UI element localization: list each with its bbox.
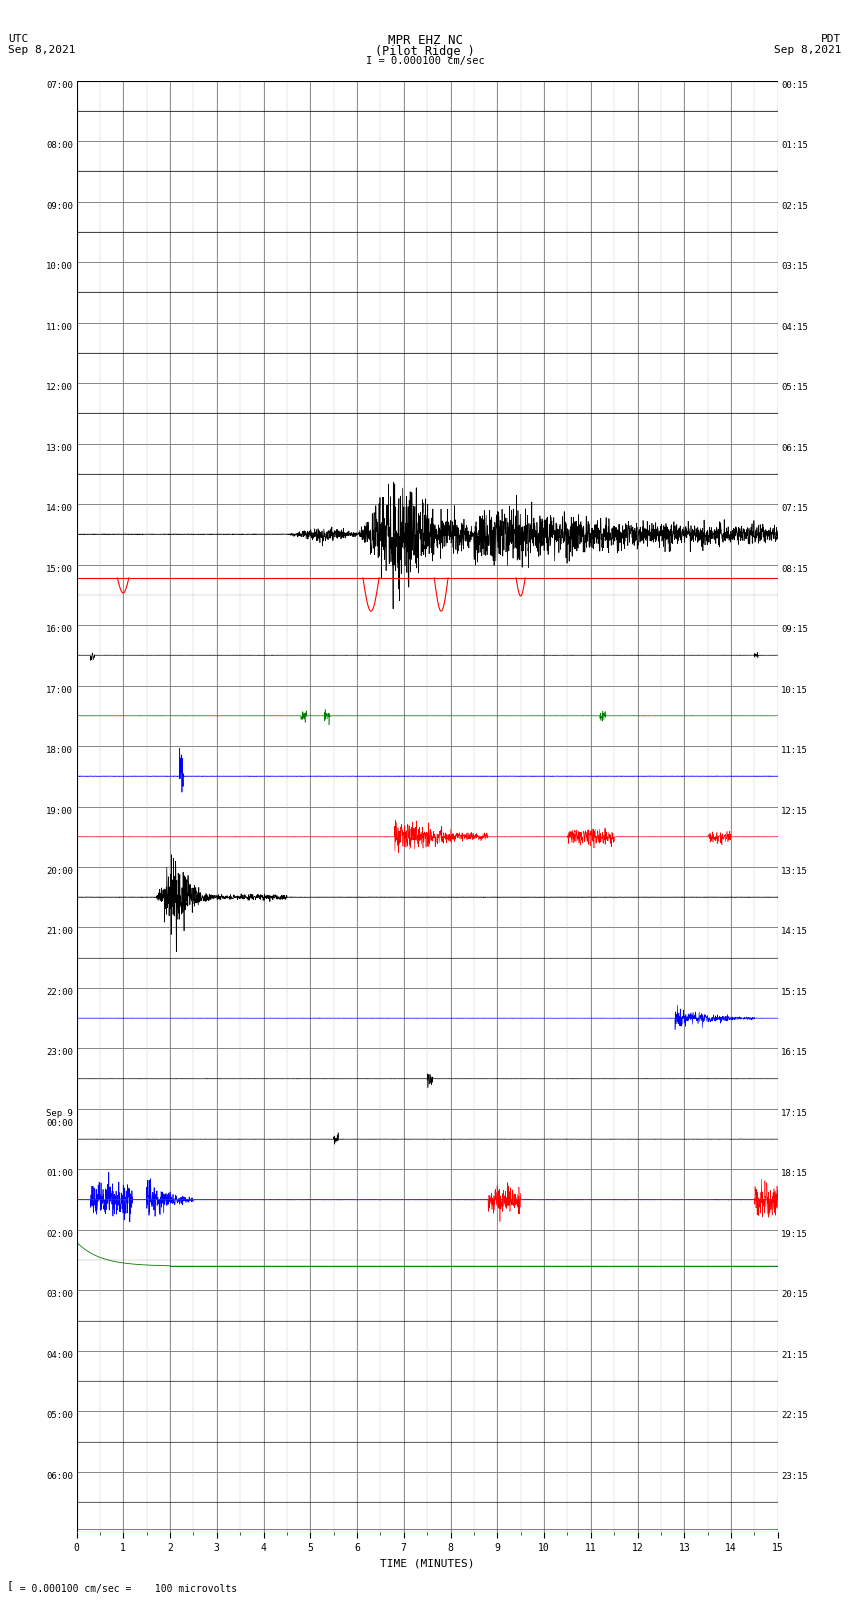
- Text: 16:15: 16:15: [781, 1048, 808, 1058]
- Text: 11:00: 11:00: [46, 323, 73, 332]
- Text: 20:15: 20:15: [781, 1290, 808, 1300]
- Text: 23:00: 23:00: [46, 1048, 73, 1058]
- Text: 07:00: 07:00: [46, 81, 73, 90]
- Text: Sep 8,2021: Sep 8,2021: [8, 45, 76, 55]
- Text: 09:00: 09:00: [46, 202, 73, 211]
- Text: 08:15: 08:15: [781, 565, 808, 574]
- Text: I = 0.000100 cm/sec: I = 0.000100 cm/sec: [366, 56, 484, 66]
- Text: 17:00: 17:00: [46, 686, 73, 695]
- Text: 23:15: 23:15: [781, 1471, 808, 1481]
- Text: 05:15: 05:15: [781, 384, 808, 392]
- Text: 01:15: 01:15: [781, 142, 808, 150]
- Text: 19:00: 19:00: [46, 806, 73, 816]
- Text: 22:00: 22:00: [46, 987, 73, 997]
- Text: 18:15: 18:15: [781, 1169, 808, 1179]
- Text: 03:00: 03:00: [46, 1290, 73, 1300]
- Text: Sep 8,2021: Sep 8,2021: [774, 45, 842, 55]
- Text: 04:15: 04:15: [781, 323, 808, 332]
- Text: Sep 9
00:00: Sep 9 00:00: [46, 1110, 73, 1129]
- Text: 16:00: 16:00: [46, 626, 73, 634]
- Text: (Pilot Ridge ): (Pilot Ridge ): [375, 45, 475, 58]
- Text: 06:15: 06:15: [781, 444, 808, 453]
- Text: = 0.000100 cm/sec =    100 microvolts: = 0.000100 cm/sec = 100 microvolts: [8, 1584, 238, 1594]
- Text: 08:00: 08:00: [46, 142, 73, 150]
- Text: 14:15: 14:15: [781, 927, 808, 937]
- X-axis label: TIME (MINUTES): TIME (MINUTES): [380, 1558, 474, 1568]
- Text: 02:00: 02:00: [46, 1231, 73, 1239]
- Text: MPR EHZ NC: MPR EHZ NC: [388, 34, 462, 47]
- Text: 21:15: 21:15: [781, 1352, 808, 1360]
- Text: 21:00: 21:00: [46, 927, 73, 937]
- Text: 06:00: 06:00: [46, 1471, 73, 1481]
- Text: 13:00: 13:00: [46, 444, 73, 453]
- Text: 10:00: 10:00: [46, 263, 73, 271]
- Text: 20:00: 20:00: [46, 868, 73, 876]
- Text: [: [: [7, 1581, 14, 1590]
- Text: 11:15: 11:15: [781, 747, 808, 755]
- Text: 04:00: 04:00: [46, 1352, 73, 1360]
- Text: 15:00: 15:00: [46, 565, 73, 574]
- Text: 14:00: 14:00: [46, 503, 73, 513]
- Text: UTC: UTC: [8, 34, 29, 44]
- Text: 05:00: 05:00: [46, 1411, 73, 1421]
- Text: 13:15: 13:15: [781, 868, 808, 876]
- Text: 12:00: 12:00: [46, 384, 73, 392]
- Text: 10:15: 10:15: [781, 686, 808, 695]
- Text: 12:15: 12:15: [781, 806, 808, 816]
- Text: 17:15: 17:15: [781, 1110, 808, 1118]
- Text: 19:15: 19:15: [781, 1231, 808, 1239]
- Text: 01:00: 01:00: [46, 1169, 73, 1179]
- Text: 02:15: 02:15: [781, 202, 808, 211]
- Text: 18:00: 18:00: [46, 747, 73, 755]
- Text: PDT: PDT: [821, 34, 842, 44]
- Text: 22:15: 22:15: [781, 1411, 808, 1421]
- Text: 03:15: 03:15: [781, 263, 808, 271]
- Text: 09:15: 09:15: [781, 626, 808, 634]
- Text: 15:15: 15:15: [781, 987, 808, 997]
- Text: 00:15: 00:15: [781, 81, 808, 90]
- Text: 07:15: 07:15: [781, 503, 808, 513]
